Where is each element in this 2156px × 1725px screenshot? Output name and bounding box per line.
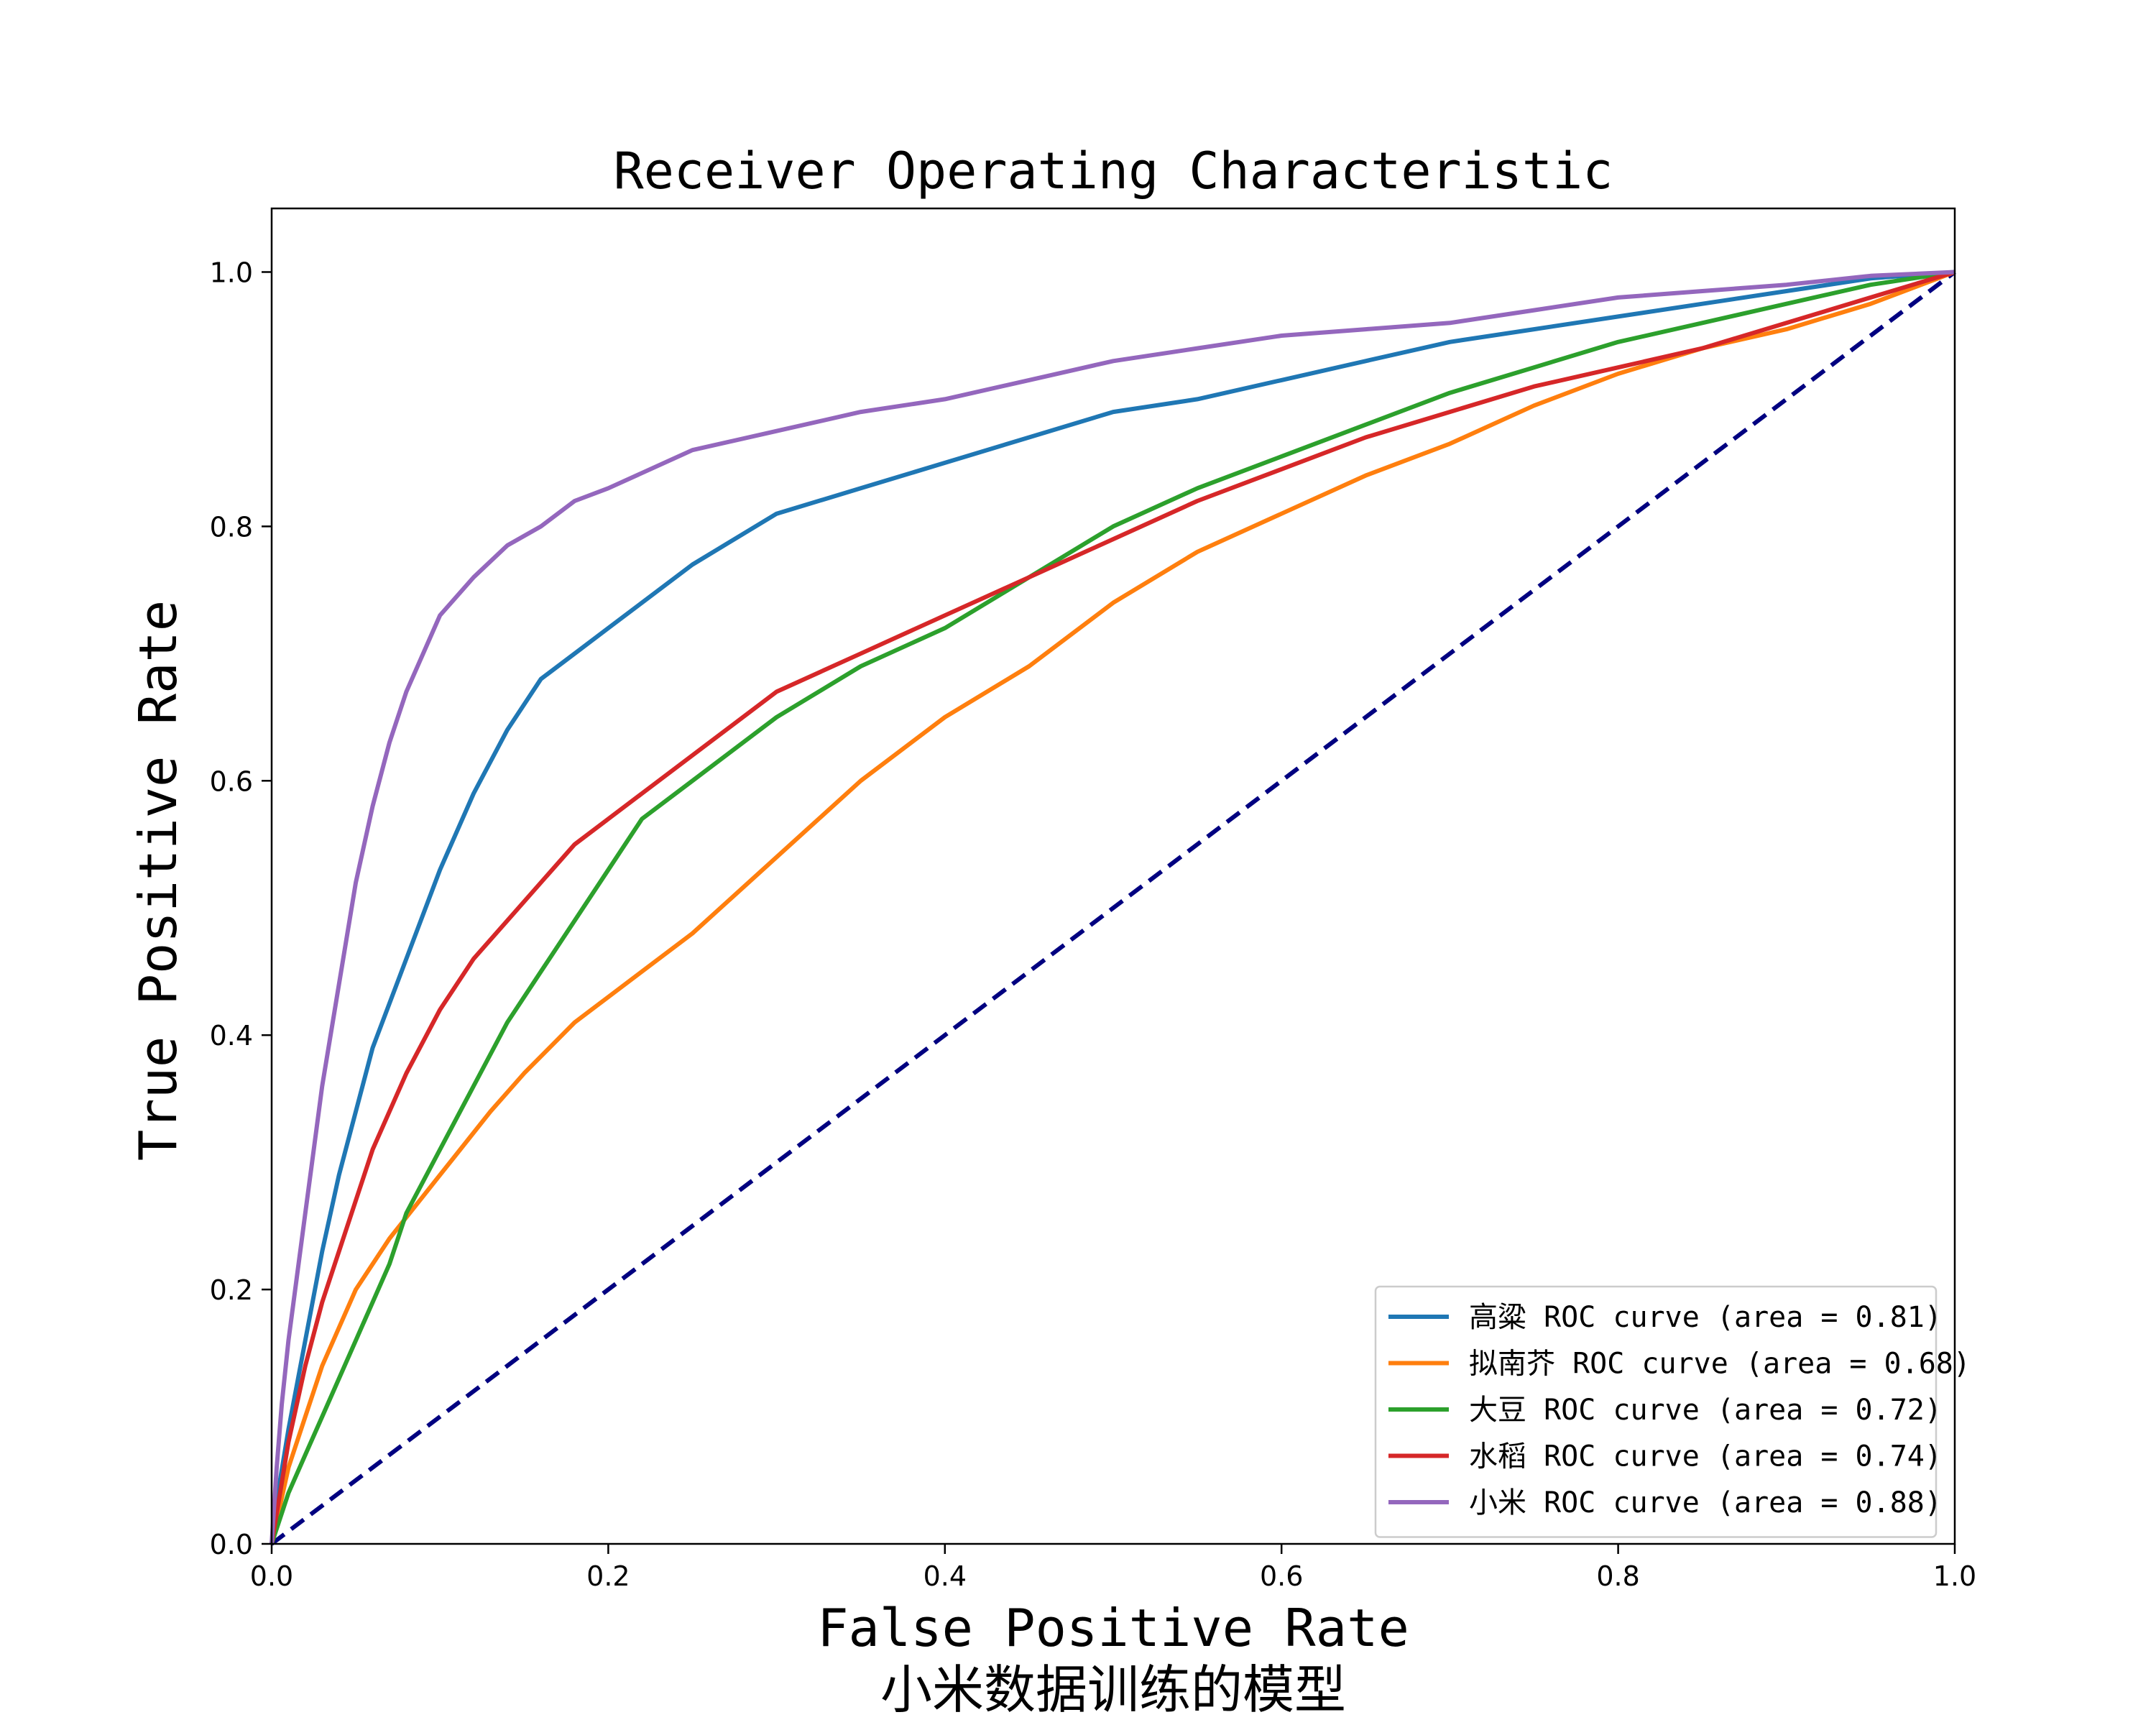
x-tick-label: 1.0 xyxy=(1933,1560,1976,1592)
x-axis-label: False Positive Rate xyxy=(817,1598,1409,1658)
y-tick-label: 0.2 xyxy=(210,1274,253,1306)
y-tick-label: 0.4 xyxy=(210,1020,253,1052)
y-tick-label: 0.6 xyxy=(210,765,253,797)
legend-label-4: 水稻 ROC curve (area = 0.74) xyxy=(1469,1440,1942,1473)
x-tick-label: 0.2 xyxy=(586,1560,630,1592)
series-line-2 xyxy=(270,270,1956,1545)
legend-label-5: 小米 ROC curve (area = 0.88) xyxy=(1469,1486,1942,1519)
series-line-3 xyxy=(270,270,1955,1545)
legend-label-1: 高粱 ROC curve (area = 0.81) xyxy=(1469,1301,1942,1334)
series-line-1 xyxy=(270,270,1955,1545)
series-line-5 xyxy=(270,270,1955,1545)
y-axis-label: True Positive Rate xyxy=(128,600,188,1161)
series-line-4 xyxy=(270,270,1955,1545)
y-tick-label: 0.8 xyxy=(210,511,253,543)
legend-label-3: 大豆 ROC curve (area = 0.72) xyxy=(1469,1394,1942,1427)
diagonal-reference-line xyxy=(270,270,1956,1546)
legend-label-2: 拟南芥 ROC curve (area = 0.68) xyxy=(1469,1348,1971,1381)
legend-box xyxy=(1374,1285,1938,1538)
legend: 高粱 ROC curve (area = 0.81) 拟南芥 ROC curve … xyxy=(1374,1285,1971,1538)
x-axis-sublabel: 小米数据训练的模型 xyxy=(880,1660,1346,1720)
x-tick-label: 0.8 xyxy=(1596,1560,1639,1592)
y-tick-label: 0.0 xyxy=(210,1529,253,1560)
y-tick-label: 1.0 xyxy=(210,257,253,288)
x-tick-label: 0.6 xyxy=(1260,1560,1303,1592)
plot-area xyxy=(270,270,1956,1546)
x-tick-label: 0.0 xyxy=(250,1560,293,1592)
axes-frame xyxy=(270,207,1956,1545)
axes: 0.0 0.2 0.4 0.6 0.8 1.0 0.0 0.2 0.4 0.6 0.8 1.0 xyxy=(210,207,1976,1592)
chart-title: Receiver Operating Characteristic xyxy=(614,142,1613,201)
x-tick-label: 0.4 xyxy=(923,1560,967,1592)
